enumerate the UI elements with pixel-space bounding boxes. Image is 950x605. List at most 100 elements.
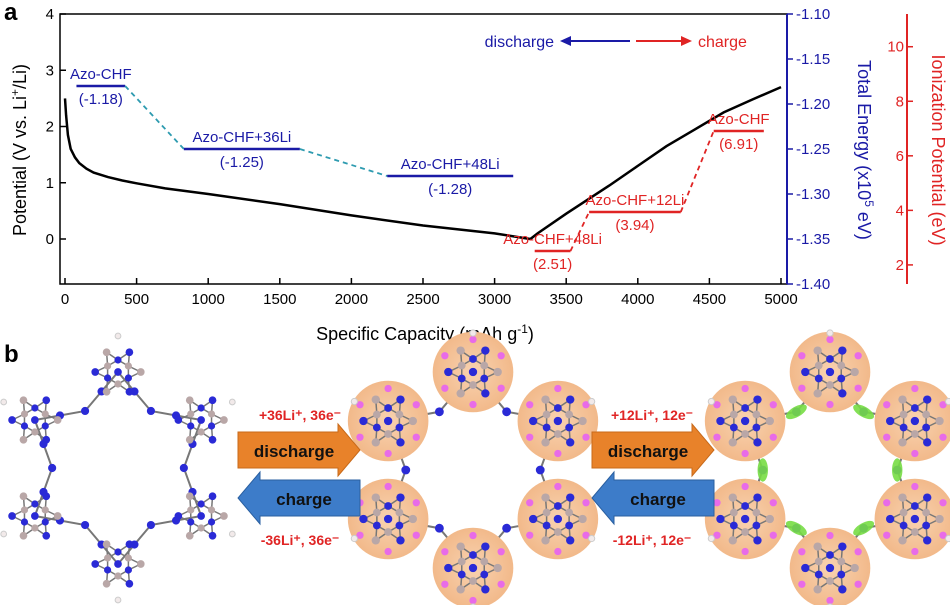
ring-atom — [469, 355, 477, 363]
ring-atom — [923, 493, 932, 502]
potential-curve-line — [63, 85, 782, 241]
ring-atom — [371, 493, 380, 502]
ring-atom — [752, 508, 761, 517]
lithium-atom — [798, 352, 806, 360]
lithium-atom — [412, 401, 420, 409]
ring-atom — [102, 387, 111, 396]
nitrogen-atom — [197, 416, 205, 424]
lithium-atom — [939, 531, 947, 539]
panel-letter-a: a — [4, 0, 18, 26]
y-energy-axis-ticks: -1.10 -1.15 -1.20 -1.25 -1.30 -1.35 -1.40 — [787, 6, 830, 293]
nitrogen-atom — [468, 367, 478, 377]
ring-atom — [469, 577, 477, 585]
y-energy-tick-label: -1.25 — [796, 141, 830, 158]
ring-atom — [456, 585, 465, 594]
ring-atom — [384, 404, 393, 412]
ring-atom — [125, 540, 134, 549]
lithium-atom — [554, 547, 562, 556]
ring-atom — [898, 395, 907, 404]
ring-atom — [837, 374, 846, 383]
ring-atom — [729, 423, 738, 432]
lithium-atom — [769, 433, 777, 441]
ring-atom — [826, 355, 834, 363]
ring-atom — [395, 410, 404, 419]
ring-atom — [922, 423, 931, 432]
ring-atom — [922, 508, 931, 517]
step1-discharge-label: discharge — [254, 442, 334, 461]
ring-atom — [208, 492, 217, 501]
ring-atom — [753, 536, 762, 545]
charge-connector — [679, 130, 715, 213]
lithium-atom — [356, 531, 364, 539]
ring-atom — [899, 410, 908, 419]
lithium-atom — [769, 531, 777, 539]
ring-atom — [20, 422, 29, 430]
x-tick-label: 4000 — [621, 291, 654, 308]
lithium-atom — [826, 596, 834, 605]
ring-atom — [898, 536, 907, 545]
discharge-level-name: Azo-CHF+36Li — [192, 129, 291, 146]
ring-atom — [197, 524, 205, 532]
y-ionization-tick-label: 6 — [896, 148, 904, 165]
fluorine-cloud — [853, 520, 875, 536]
lithium-atom — [412, 499, 420, 507]
lithium-atom — [582, 499, 590, 507]
fluorine-cloud — [892, 458, 903, 482]
lithium-atom — [497, 384, 505, 392]
lithium-atom — [741, 384, 749, 393]
lithium-atom — [798, 548, 806, 556]
fluorine-cloud — [757, 458, 768, 482]
lithium-atom — [911, 449, 919, 458]
ring-atom — [187, 422, 195, 430]
x-tick-label: 2500 — [406, 291, 439, 308]
ring-atom — [20, 506, 29, 514]
ring-atom — [372, 521, 381, 530]
y-left-tick-label: 3 — [46, 62, 54, 79]
ring-atom — [187, 506, 195, 514]
fluorine-cloud — [853, 404, 875, 420]
plot-frame — [59, 13, 788, 285]
ring-atom — [114, 356, 122, 364]
ring-atom — [826, 381, 834, 389]
ring-atom — [729, 521, 738, 530]
ring-atom — [185, 531, 194, 540]
x-tick-label: 5000 — [764, 291, 797, 308]
ring-atom — [886, 416, 895, 426]
ring-atom — [371, 438, 380, 447]
ring-atom — [565, 423, 574, 432]
ring-atom — [741, 528, 750, 536]
lithium-atom — [497, 548, 505, 556]
ring-atom — [837, 557, 846, 566]
x-tick-label: 3500 — [550, 291, 583, 308]
ring-atom — [197, 404, 205, 412]
ring-atom — [136, 560, 145, 568]
y-left-tick-label: 4 — [46, 6, 54, 23]
nitrogen-atom — [910, 514, 920, 524]
ring-atom — [53, 512, 62, 520]
lithium-atom — [384, 384, 392, 393]
ring-atom — [41, 422, 49, 430]
azo-nitrogen — [502, 523, 512, 533]
ring-atom — [469, 551, 477, 559]
ring-atom — [910, 528, 919, 536]
lithium-atom — [798, 384, 806, 392]
charge-connector — [569, 211, 590, 252]
ring-atom — [566, 395, 575, 404]
y-ionization-tick-label: 8 — [896, 93, 904, 110]
ring-atom — [20, 410, 29, 418]
lithium-atom — [826, 400, 834, 409]
ring-atom — [752, 423, 761, 432]
ring-atom — [207, 518, 216, 526]
y-left-tick-label: 1 — [46, 175, 54, 192]
x-axis-title: Specific Capacity (mAh g-1) — [316, 322, 534, 344]
x-tick-label: 1500 — [263, 291, 296, 308]
lithium-atom — [412, 433, 420, 441]
ring-atom — [741, 430, 750, 438]
lithium-atom — [384, 482, 392, 491]
ring-atom — [187, 410, 195, 418]
ring-atom — [31, 404, 39, 412]
ring-atom — [41, 506, 49, 514]
ring-atom — [553, 502, 562, 510]
ring-atom — [371, 395, 380, 404]
lithium-atom — [798, 580, 806, 588]
